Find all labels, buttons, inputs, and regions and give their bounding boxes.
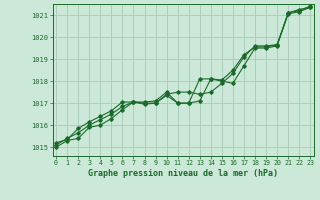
X-axis label: Graphe pression niveau de la mer (hPa): Graphe pression niveau de la mer (hPa) <box>88 169 278 178</box>
